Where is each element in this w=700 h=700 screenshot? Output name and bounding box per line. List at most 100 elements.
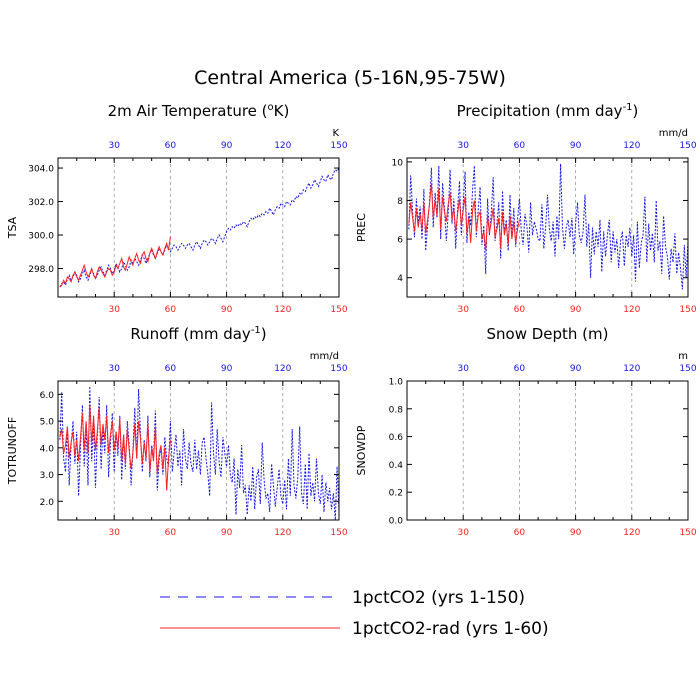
x-tick-label-top: 60 [514, 364, 526, 374]
plot-frame [406, 157, 689, 298]
y-tick-label: 10 [392, 158, 404, 168]
x-tick-label-bottom: 30 [108, 528, 120, 538]
x-tick-label-top: 30 [108, 141, 120, 151]
y-tick-label: 0.0 [389, 517, 404, 527]
x-tick-label-top: 60 [514, 141, 526, 151]
x-tick-label-bottom: 60 [514, 528, 526, 538]
x-tick-label-bottom: 90 [221, 305, 233, 315]
panel-title-text-end: ) [633, 102, 639, 120]
y-tick-label: 0.6 [389, 433, 404, 443]
panel-title-superscript: -1 [251, 325, 261, 336]
y-tick-label: 300.0 [28, 232, 54, 242]
y-tick-label: 4 [397, 274, 403, 284]
x-tick-label-top: 30 [108, 364, 120, 374]
x-tick-label-bottom: 60 [514, 305, 526, 315]
series-line-rad [59, 236, 171, 288]
legend-label-ctrl: 1pctCO2 (yrs 1-150) [352, 588, 525, 608]
panel-title-text-end: ) [261, 325, 267, 343]
panel-title-text-end: K) [274, 102, 290, 120]
y-axis-label: TOTRUNOFF [6, 417, 19, 485]
y-axis-label: SNOWDP [355, 425, 368, 475]
x-tick-label-top: 150 [679, 141, 696, 151]
x-tick-label-top: 120 [274, 364, 291, 374]
x-tick-label-bottom: 120 [623, 305, 640, 315]
x-tick-label-bottom: 60 [165, 528, 177, 538]
panel-title-text: Snow Depth (m) [486, 325, 608, 343]
series-line-ctrl [59, 167, 340, 288]
page-title: Central America (5-16N,95-75W) [194, 67, 506, 89]
y-tick-label: 6 [397, 236, 403, 246]
x-tick-label-bottom: 120 [623, 528, 640, 538]
x-tick-label-bottom: 30 [457, 528, 469, 538]
x-tick-label-bottom: 90 [570, 305, 582, 315]
series-line-ctrl [408, 163, 689, 290]
y-tick-label: 1.0 [389, 378, 404, 388]
x-tick-label-bottom: 30 [457, 305, 469, 315]
panel-title-superscript: -1 [623, 102, 633, 113]
plot-frame [57, 157, 340, 298]
x-tick-label-top: 90 [221, 364, 233, 374]
y-tick-label: 304.0 [28, 165, 54, 175]
x-tick-label-top: 90 [221, 141, 233, 151]
y-tick-label: 8 [397, 197, 403, 207]
unit-label: mm/d [659, 128, 688, 139]
x-tick-label-bottom: 150 [679, 528, 696, 538]
x-tick-label-bottom: 150 [330, 528, 347, 538]
plot-frame [406, 380, 689, 521]
y-tick-label: 2.0 [40, 498, 55, 508]
panel-title: Snow Depth (m) [486, 325, 608, 343]
panel-title-text: Precipitation (mm day [457, 102, 623, 120]
y-tick-label: 298.0 [28, 265, 54, 275]
x-tick-label-top: 120 [623, 141, 640, 151]
panel-title: Precipitation (mm day-1) [457, 102, 639, 120]
panel-title: 2m Air Temperature (oK) [108, 102, 290, 120]
legend: 1pctCO2 (yrs 1-150) 1pctCO2-rad (yrs 1-6… [160, 588, 549, 639]
y-axis-label: TSA [6, 216, 19, 239]
y-tick-label: 3.0 [40, 471, 55, 481]
y-tick-label: 5.0 [40, 418, 55, 428]
unit-label: m [678, 351, 688, 362]
x-tick-label-top: 60 [165, 141, 177, 151]
y-tick-label: 302.0 [28, 198, 54, 208]
y-tick-label: 0.4 [389, 461, 404, 471]
x-tick-label-top: 60 [165, 364, 177, 374]
y-tick-label: 0.2 [389, 489, 403, 499]
unit-label: mm/d [310, 351, 339, 362]
legend-label-rad: 1pctCO2-rad (yrs 1-60) [352, 619, 549, 639]
x-tick-label-top: 120 [623, 364, 640, 374]
x-tick-label-top: 90 [570, 141, 582, 151]
x-tick-label-bottom: 150 [330, 305, 347, 315]
panel-runoff: Runoff (mm day-1) mm/d 30 30 60 60 90 90 120 120 1… [6, 325, 348, 538]
panel-title-text: Runoff (mm day [130, 325, 251, 343]
x-tick-label-bottom: 150 [679, 305, 696, 315]
x-tick-label-top: 30 [457, 364, 469, 374]
x-tick-label-top: 150 [330, 364, 347, 374]
x-tick-label-top: 30 [457, 141, 469, 151]
y-tick-label: 6.0 [40, 391, 55, 401]
x-tick-label-top: 150 [330, 141, 347, 151]
series-line-rad [408, 183, 520, 251]
x-tick-label-top: 150 [679, 364, 696, 374]
series-line-ctrl [59, 386, 340, 521]
panel-title: Runoff (mm day-1) [130, 325, 266, 343]
panel-title-superscript: o [268, 102, 274, 113]
y-tick-label: 4.0 [40, 444, 55, 454]
panel-title-text: 2m Air Temperature ( [108, 102, 268, 120]
y-tick-label: 0.8 [389, 405, 404, 415]
x-tick-label-bottom: 120 [274, 305, 291, 315]
x-tick-label-top: 90 [570, 364, 582, 374]
panel-snow: Snow Depth (m) m 30 30 60 60 90 90 120 120 150 150 0… [355, 325, 697, 538]
panel-prec: Precipitation (mm day-1) mm/d 30 30 60 60 90 90… [355, 102, 697, 315]
x-tick-label-bottom: 120 [274, 528, 291, 538]
x-tick-label-bottom: 90 [570, 528, 582, 538]
series-line-rad [59, 405, 171, 491]
unit-label: K [332, 128, 339, 139]
plot-frame [57, 380, 340, 521]
panel-tsa: 2m Air Temperature (oK) K 30 30 60 60 90 90 120 1… [6, 102, 348, 315]
x-tick-label-bottom: 30 [108, 305, 120, 315]
x-tick-label-bottom: 90 [221, 528, 233, 538]
x-tick-label-bottom: 60 [165, 305, 177, 315]
y-axis-label: PREC [355, 213, 368, 242]
x-tick-label-top: 120 [274, 141, 291, 151]
